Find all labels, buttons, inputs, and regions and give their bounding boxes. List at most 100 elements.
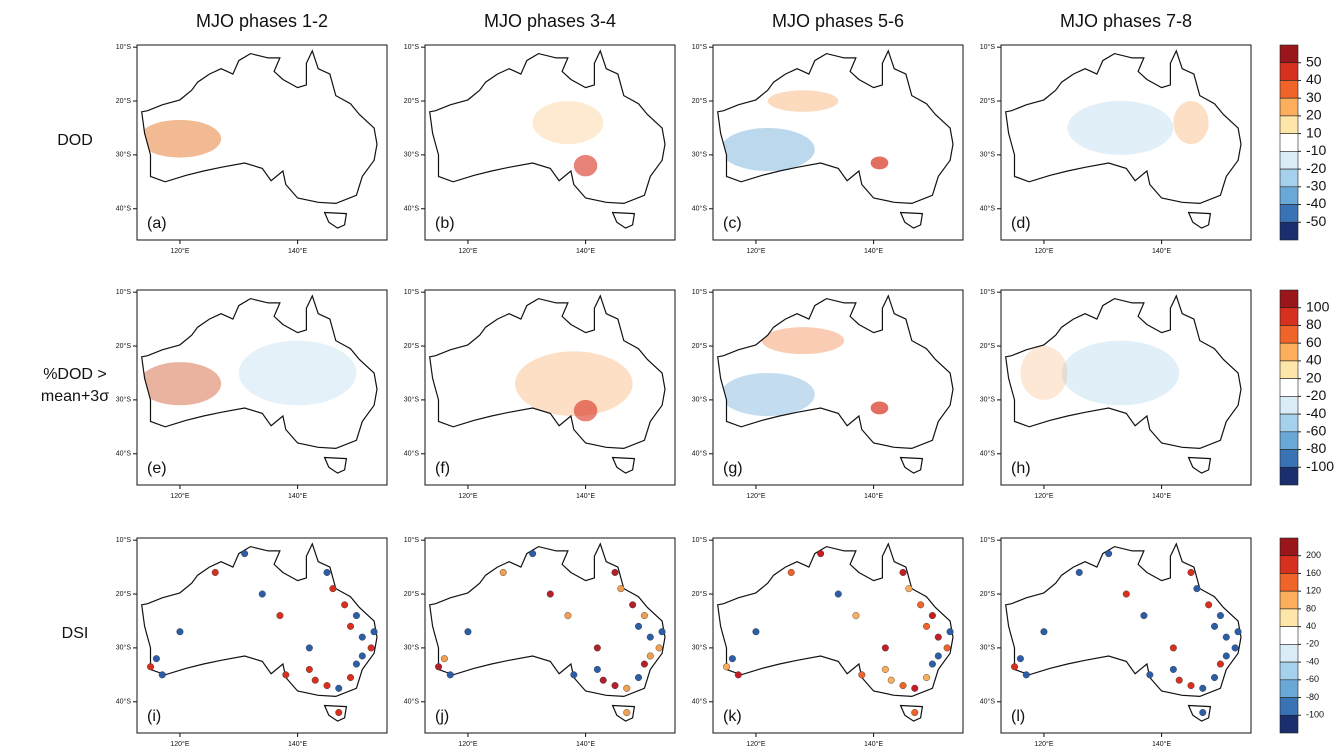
lat-tick-label: 30°S: [116, 151, 132, 159]
lat-tick-label: 40°S: [692, 450, 708, 458]
colorbar-box: [1279, 449, 1299, 468]
station: [658, 628, 666, 636]
station: [1205, 601, 1213, 609]
station: [834, 590, 842, 598]
station: [593, 644, 601, 652]
lat-tick-label: 20°S: [980, 590, 996, 598]
lat-tick-label: 30°S: [980, 151, 996, 159]
colorbar-box: [1279, 679, 1299, 698]
shade: [1173, 101, 1209, 145]
shade: [141, 119, 222, 158]
station: [176, 628, 184, 636]
station: [928, 612, 936, 620]
station: [923, 622, 931, 630]
lat-tick-label: 20°S: [692, 590, 708, 598]
station: [646, 633, 654, 641]
colorbar-label: 200: [1306, 550, 1321, 560]
shading: [720, 90, 889, 172]
lon-tick-label: 140°E: [864, 247, 883, 255]
coastline: [717, 294, 954, 474]
station: [787, 568, 795, 576]
panel-frame: [712, 537, 964, 734]
station: [1216, 660, 1224, 668]
station: [934, 633, 942, 641]
station: [1075, 568, 1083, 576]
station: [899, 568, 907, 576]
map-panel: 10°S 20°S 30°S 40°S 120°E 140°E (c): [692, 43, 964, 255]
shade: [238, 340, 357, 406]
station: [335, 684, 343, 692]
lat-tick-label: 10°S: [404, 536, 420, 544]
map-panel: 10°S 20°S 30°S 40°S 120°E 140°E (d): [980, 43, 1252, 255]
station: [928, 660, 936, 668]
station: [629, 601, 637, 609]
station: [858, 671, 866, 679]
panel-label: (d): [1011, 215, 1031, 232]
colorbar-label: -20: [1306, 160, 1326, 176]
lat-tick-label: 30°S: [980, 644, 996, 652]
station: [1140, 612, 1148, 620]
lat-tick-label: 10°S: [116, 536, 132, 544]
station: [655, 644, 663, 652]
station: [635, 674, 643, 682]
panel-label: (b): [435, 215, 455, 232]
station: [147, 663, 155, 671]
lat-tick-label: 30°S: [692, 151, 708, 159]
lon-tick-label: 120°E: [1034, 247, 1053, 255]
station: [370, 628, 378, 636]
station: [905, 585, 913, 593]
lat-tick-label: 10°S: [404, 43, 420, 51]
map-panel: 10°S 20°S 30°S 40°S 120°E 140°E (k): [692, 536, 964, 748]
colorbar-label: -100: [1306, 710, 1324, 720]
colorbar-label: -80: [1306, 692, 1319, 702]
station: [852, 612, 860, 620]
lat-tick-label: 20°S: [692, 342, 708, 350]
coastline: [717, 542, 954, 722]
colorbar-label: 160: [1306, 568, 1321, 578]
station: [352, 612, 360, 620]
lon-tick-label: 120°E: [1034, 740, 1053, 748]
shade: [141, 362, 222, 406]
lon-tick-label: 140°E: [1152, 247, 1171, 255]
panel-label: (h): [1011, 460, 1031, 477]
lat-tick-label: 30°S: [116, 644, 132, 652]
lon-tick-label: 120°E: [458, 740, 477, 748]
shading: [720, 327, 889, 417]
station: [817, 550, 825, 558]
column-title: MJO phases 1-2: [196, 11, 328, 31]
panel-label: (j): [435, 708, 449, 725]
station: [282, 671, 290, 679]
lon-tick-label: 120°E: [746, 492, 765, 500]
lat-tick-label: 30°S: [404, 644, 420, 652]
station: [611, 568, 619, 576]
colorbar-box: [1279, 221, 1299, 241]
station: [1187, 568, 1195, 576]
panel-frame-bg: [1001, 538, 1251, 733]
shade: [870, 156, 889, 170]
colorbar-box: [1279, 537, 1299, 557]
colorbar-label: 100: [1306, 298, 1330, 314]
station: [734, 671, 742, 679]
station: [323, 568, 331, 576]
map-panel: 10°S 20°S 30°S 40°S 120°E 140°E (h): [980, 288, 1252, 500]
colorbar-box: [1279, 342, 1299, 362]
colorbar-box: [1279, 115, 1299, 134]
panel-label: (i): [147, 708, 161, 725]
station: [923, 674, 931, 682]
shade: [761, 327, 845, 355]
colorbar-box: [1279, 714, 1299, 734]
panel-frame-bg: [425, 45, 675, 240]
colorbar-box: [1279, 325, 1299, 344]
colorbar-box: [1279, 555, 1299, 574]
station: [1016, 655, 1024, 663]
panel-frame: [136, 289, 388, 486]
coastline: [1005, 49, 1242, 229]
panel-frame-bg: [713, 45, 963, 240]
lat-tick-label: 10°S: [980, 536, 996, 544]
station: [152, 655, 160, 663]
colorbar-label: 30: [1306, 89, 1322, 105]
colorbar-label: -20: [1306, 639, 1319, 649]
colorbar-label: 80: [1306, 316, 1322, 332]
colorbar-box: [1279, 644, 1299, 663]
station: [1011, 663, 1019, 671]
